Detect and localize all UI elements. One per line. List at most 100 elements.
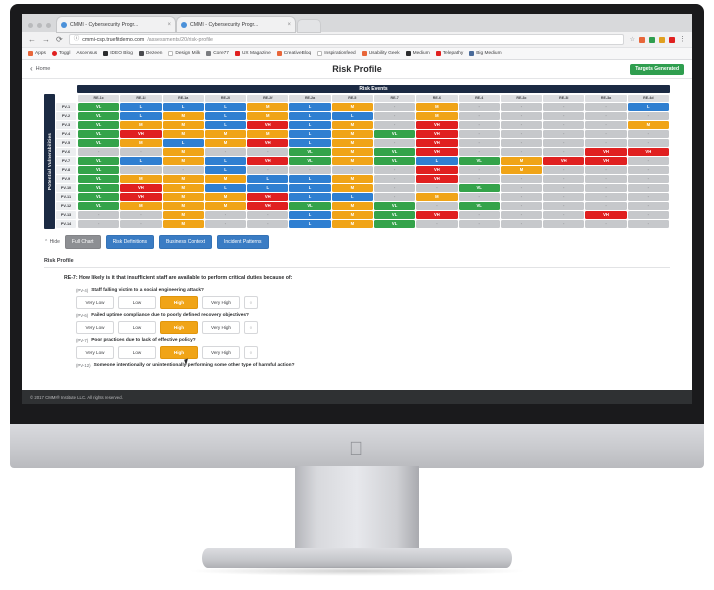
option-low[interactable]: Low	[118, 321, 156, 334]
matrix-cell[interactable]: M	[416, 193, 458, 201]
matrix-cell[interactable]: L	[289, 193, 331, 201]
risk-definitions-button[interactable]: Risk Definitions	[105, 235, 155, 249]
matrix-cell[interactable]: -	[543, 130, 585, 138]
hide-chart-link[interactable]: ⌃ Hide	[44, 239, 60, 245]
matrix-cell[interactable]: -	[543, 139, 585, 147]
matrix-cell[interactable]: L	[289, 220, 331, 228]
matrix-cell[interactable]: M	[162, 121, 204, 129]
close-tab-icon[interactable]: ×	[287, 21, 291, 28]
matrix-cell[interactable]: -	[373, 103, 416, 111]
matrix-cell[interactable]: -	[500, 184, 543, 192]
matrix-cell[interactable]: VH	[416, 121, 458, 129]
matrix-cell[interactable]: -	[120, 148, 162, 156]
matrix-cell[interactable]: -	[120, 211, 162, 219]
bookmark-item[interactable]: Usability Geek	[361, 51, 400, 56]
matrix-cell[interactable]: -	[373, 166, 416, 174]
matrix-cell[interactable]: -	[204, 148, 247, 156]
matrix-cell[interactable]: -	[500, 148, 543, 156]
matrix-cell[interactable]: VL	[458, 184, 500, 192]
matrix-cell[interactable]: -	[162, 166, 204, 174]
comment-icon[interactable]: ○	[244, 321, 258, 334]
bookmark-item[interactable]: Design Milk	[168, 51, 200, 56]
bookmark-item[interactable]: Apps	[28, 51, 46, 56]
matrix-cell[interactable]: -	[543, 184, 585, 192]
matrix-cell[interactable]: M	[416, 103, 458, 111]
browser-menu-icon[interactable]: ⋮	[679, 36, 686, 43]
business-context-button[interactable]: Business Context	[159, 235, 212, 249]
incident-patterns-button[interactable]: Incident Patterns	[216, 235, 269, 249]
matrix-cell[interactable]: -	[120, 220, 162, 228]
matrix-cell[interactable]: -	[500, 220, 543, 228]
matrix-cell[interactable]: M	[120, 202, 162, 210]
matrix-cell[interactable]: VH	[247, 202, 289, 210]
matrix-cell[interactable]: M	[247, 130, 289, 138]
matrix-cell[interactable]: VH	[416, 166, 458, 174]
matrix-cell[interactable]: -	[458, 112, 500, 120]
matrix-cell[interactable]: VH	[416, 175, 458, 183]
matrix-cell[interactable]: L	[204, 103, 247, 111]
matrix-cell[interactable]: M	[120, 175, 162, 183]
matrix-cell[interactable]: -	[373, 184, 416, 192]
matrix-cell[interactable]: L	[289, 211, 331, 219]
matrix-cell[interactable]: -	[120, 166, 162, 174]
matrix-cell[interactable]: -	[500, 112, 543, 120]
matrix-cell[interactable]: L	[289, 175, 331, 183]
matrix-cell[interactable]: -	[500, 193, 543, 201]
extension-icon-2[interactable]	[649, 36, 655, 43]
matrix-cell[interactable]: -	[585, 202, 627, 210]
matrix-cell[interactable]: L	[162, 103, 204, 111]
matrix-cell[interactable]: L	[289, 139, 331, 147]
bookmark-item[interactable]: Ascensus	[76, 51, 97, 56]
matrix-cell[interactable]: M	[204, 193, 247, 201]
close-window-dot[interactable]	[28, 23, 33, 28]
matrix-cell[interactable]: -	[627, 139, 669, 147]
bookmark-item[interactable]: UX Magazine	[234, 51, 271, 56]
matrix-cell[interactable]: M	[331, 175, 373, 183]
matrix-cell[interactable]: L	[416, 157, 458, 165]
option-high[interactable]: High	[160, 346, 198, 359]
forward-icon[interactable]: →	[42, 34, 50, 44]
matrix-cell[interactable]: M	[331, 130, 373, 138]
browser-tab-1[interactable]: CMMI - Cybersecurity Progr... ×	[57, 17, 175, 32]
matrix-cell[interactable]: VL	[78, 202, 120, 210]
matrix-cell[interactable]: -	[373, 121, 416, 129]
matrix-cell[interactable]: L	[120, 112, 162, 120]
matrix-cell[interactable]: VH	[416, 211, 458, 219]
matrix-cell[interactable]: -	[458, 166, 500, 174]
matrix-cell[interactable]: -	[585, 175, 627, 183]
matrix-cell[interactable]: -	[458, 211, 500, 219]
bookmark-item[interactable]: Toggl	[51, 51, 70, 56]
matrix-cell[interactable]: M	[162, 184, 204, 192]
home-back-link[interactable]: ‹ Home	[30, 65, 50, 73]
matrix-cell[interactable]: -	[247, 211, 289, 219]
matrix-cell[interactable]: -	[543, 211, 585, 219]
comment-icon[interactable]: ○	[244, 296, 258, 309]
matrix-cell[interactable]: L	[289, 112, 331, 120]
matrix-cell[interactable]: M	[331, 148, 373, 156]
matrix-cell[interactable]: -	[543, 220, 585, 228]
matrix-cell[interactable]: -	[458, 121, 500, 129]
site-info-icon[interactable]: ⓘ	[73, 35, 80, 42]
comment-icon[interactable]: ○	[244, 346, 258, 359]
bookmark-item[interactable]: CreativeBloq	[276, 51, 311, 56]
matrix-cell[interactable]: -	[204, 211, 247, 219]
matrix-cell[interactable]: VL	[78, 175, 120, 183]
matrix-cell[interactable]: -	[585, 112, 627, 120]
matrix-cell[interactable]: M	[162, 130, 204, 138]
matrix-cell[interactable]: L	[162, 139, 204, 147]
option-very-low[interactable]: Very Low	[76, 296, 114, 309]
matrix-cell[interactable]: L	[289, 184, 331, 192]
matrix-cell[interactable]: -	[500, 103, 543, 111]
option-very-high[interactable]: Very High	[202, 346, 240, 359]
matrix-cell[interactable]: -	[500, 211, 543, 219]
matrix-cell[interactable]: -	[416, 184, 458, 192]
matrix-cell[interactable]: L	[204, 184, 247, 192]
matrix-cell[interactable]: -	[543, 193, 585, 201]
matrix-cell[interactable]: VL	[78, 193, 120, 201]
matrix-cell[interactable]: -	[627, 157, 669, 165]
matrix-cell[interactable]: -	[543, 166, 585, 174]
back-icon[interactable]: ←	[28, 34, 36, 44]
matrix-cell[interactable]: VH	[416, 130, 458, 138]
matrix-cell[interactable]: M	[204, 202, 247, 210]
matrix-cell[interactable]: -	[458, 175, 500, 183]
